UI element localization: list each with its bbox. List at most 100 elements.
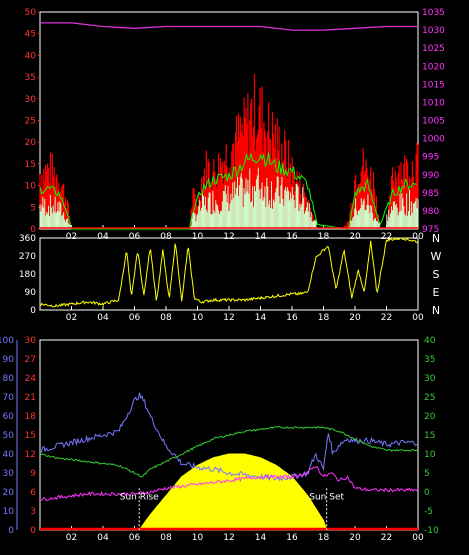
- wind-y-tick-50: 50: [25, 8, 37, 18]
- direction-panel-marks: [39, 236, 419, 308]
- x-tick-20: 20: [349, 313, 361, 323]
- temp-y-tick-10: 10: [424, 450, 436, 460]
- temp-y-tick--10: -10: [424, 526, 439, 536]
- x-tick-00: 00: [412, 533, 424, 543]
- x-tick-14: 14: [255, 313, 267, 323]
- x-tick-08: 08: [160, 232, 172, 242]
- wind-y-tick-10: 10: [25, 182, 37, 192]
- compass-tick-W-3: W: [431, 250, 442, 263]
- pressure-y-tick-1035: 1035: [422, 8, 445, 18]
- x-tick-06: 06: [129, 232, 141, 242]
- humidity-y-tick-60: 60: [3, 412, 15, 422]
- direction-line: [39, 236, 419, 308]
- rain-y-tick-27: 27: [25, 355, 36, 365]
- temp-y-tick-0: 0: [424, 488, 430, 498]
- wind-panel-ticks: 0510152025303540455097598098599099510001…: [25, 8, 446, 242]
- wind-y-tick-5: 5: [30, 203, 36, 213]
- temperature-axis-label: Temperatura: [311, 320, 382, 333]
- wind-y-tick-25: 25: [25, 117, 36, 127]
- pressure-y-tick-1000: 1000: [422, 135, 445, 145]
- direction-y-tick-270: 270: [19, 252, 36, 262]
- x-tick-22: 22: [381, 313, 392, 323]
- compass-tick-N-0: N: [432, 304, 440, 317]
- rain-y-tick-30: 30: [25, 336, 37, 346]
- x-tick-08: 08: [160, 313, 172, 323]
- temp-y-tick-5: 5: [424, 469, 430, 479]
- x-tick-12: 12: [223, 313, 234, 323]
- x-tick-04: 04: [97, 533, 109, 543]
- x-tick-04: 04: [97, 232, 109, 242]
- rain-y-tick-9: 9: [30, 469, 36, 479]
- humidity-y-tick-40: 40: [3, 450, 15, 460]
- pressure-y-tick-980: 980: [422, 207, 439, 217]
- x-tick-02: 02: [66, 533, 77, 543]
- humidity-y-tick-70: 70: [3, 393, 15, 403]
- dewpoint-axis-label: Dew Point (°C): [384, 320, 464, 333]
- x-tick-18: 18: [318, 313, 330, 323]
- wind-y-tick-30: 30: [25, 95, 37, 105]
- solar-area: [138, 453, 328, 531]
- wind-y-tick-45: 45: [25, 30, 36, 40]
- x-tick-20: 20: [349, 533, 361, 543]
- x-tick-00: 00: [412, 232, 424, 242]
- x-tick-12: 12: [223, 232, 234, 242]
- rain-y-tick-21: 21: [25, 393, 36, 403]
- rain-y-tick-24: 24: [25, 374, 37, 384]
- wind-panel-marks: [39, 22, 419, 230]
- lull-series: [39, 167, 419, 229]
- pressure-line: [40, 22, 418, 31]
- humidity-y-tick-100: 100: [0, 336, 14, 346]
- solar-axis-label: Solar: [117, 320, 146, 333]
- direction-y-tick-0: 0: [30, 306, 36, 316]
- x-tick-12: 12: [223, 533, 234, 543]
- pressure-y-tick-995: 995: [422, 153, 439, 163]
- humidity-axis-label: Umidita: [66, 320, 109, 333]
- wind-y-tick-35: 35: [25, 73, 36, 83]
- x-tick-06: 06: [129, 533, 141, 543]
- x-tick-06: 06: [129, 313, 141, 323]
- rain-axis-label: Pioggia: [2, 320, 42, 333]
- x-tick-10: 10: [192, 232, 204, 242]
- x-tick-14: 14: [255, 232, 267, 242]
- pressure-y-tick-990: 990: [422, 171, 439, 181]
- compass-tick-E-1: E: [433, 286, 440, 299]
- pressure-y-tick-1030: 1030: [422, 26, 445, 36]
- x-tick-16: 16: [286, 232, 298, 242]
- x-tick-18: 18: [318, 533, 330, 543]
- x-tick-08: 08: [160, 533, 172, 543]
- x-tick-16: 16: [286, 533, 298, 543]
- x-tick-14: 14: [255, 533, 267, 543]
- average-line: [39, 152, 417, 230]
- wind-pressure-panel: Forza vento 24 hour graph upto 21 Marzo …: [6, 0, 445, 242]
- sunset-label: Sun Set: [309, 493, 344, 503]
- compass-tick-S-2: S: [433, 268, 440, 281]
- direction-y-tick-90: 90: [25, 288, 37, 298]
- humidity-y-tick-90: 90: [3, 355, 15, 365]
- wind-y-tick-15: 15: [25, 160, 36, 170]
- x-tick-18: 18: [318, 232, 330, 242]
- wind-y-tick-40: 40: [25, 51, 37, 61]
- x-tick-00: 00: [412, 313, 424, 323]
- humidity-y-tick-10: 10: [3, 507, 15, 517]
- humidity-y-tick-30: 30: [3, 469, 15, 479]
- dewpoint-line: [39, 465, 419, 502]
- rain-y-tick-18: 18: [25, 412, 37, 422]
- wind-y-tick-0: 0: [30, 225, 36, 235]
- temp-y-tick-15: 15: [424, 431, 435, 441]
- pressure-y-tick-985: 985: [422, 189, 439, 199]
- pressure-y-tick-1020: 1020: [422, 62, 445, 72]
- pressure-y-tick-975: 975: [422, 225, 439, 235]
- x-tick-22: 22: [381, 232, 392, 242]
- pressure-y-tick-1015: 1015: [422, 80, 445, 90]
- x-tick-20: 20: [349, 232, 361, 242]
- climate-panel-ticks: 0102030405060708090100036912151821242730…: [0, 336, 439, 543]
- compass-tick-N-4: N: [432, 232, 440, 245]
- x-tick-02: 02: [66, 232, 77, 242]
- climate-panel: Pioggia Umidita Solar Temperatura Dew Po…: [0, 320, 464, 543]
- average-series: [39, 152, 417, 230]
- rain-y-tick-15: 15: [25, 431, 36, 441]
- wind-y-tick-20: 20: [25, 138, 37, 148]
- temperature-line: [39, 425, 419, 478]
